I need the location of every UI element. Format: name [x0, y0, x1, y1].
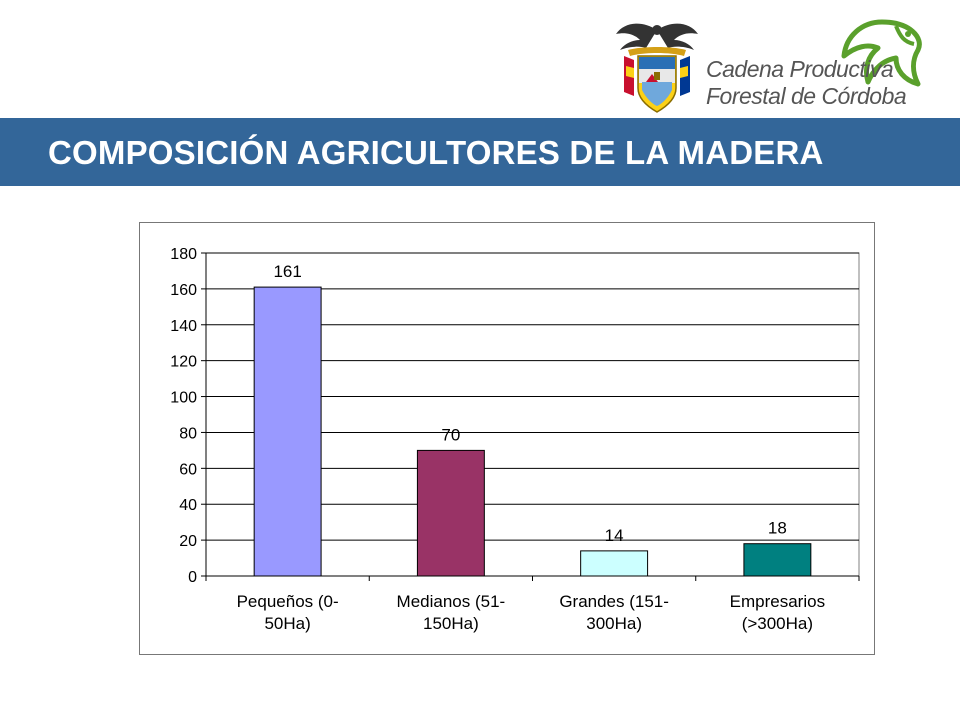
- x-category-label: 150Ha): [423, 614, 479, 633]
- x-category-label: Grandes (151-: [559, 592, 669, 611]
- labels: 0 20 40 60 80 100 120 140 160 180 161 Pequeños (0- 5…: [170, 246, 825, 633]
- data-label: 18: [768, 519, 787, 538]
- brand-line-2: Forestal de Córdoba: [706, 83, 907, 109]
- y-tick-label: 160: [170, 282, 197, 299]
- y-tick-label: 100: [170, 390, 197, 407]
- brand-text: Cadena Productiva Forestal de Córdoba: [706, 56, 936, 110]
- y-tick-label: 0: [188, 569, 197, 586]
- data-label: 14: [605, 526, 624, 545]
- axes: [201, 252, 860, 581]
- bar: [416, 449, 485, 577]
- x-category-label: (>300Ha): [742, 614, 813, 633]
- title-bar: COMPOSICIÓN AGRICULTORES DE LA MADERA: [0, 118, 960, 186]
- x-category-label: 300Ha): [586, 614, 642, 633]
- y-tick-label: 80: [179, 425, 197, 442]
- y-tick-label: 60: [179, 461, 197, 478]
- colombia-coat-of-arms-icon: [616, 23, 698, 113]
- bar-chart: 0 20 40 60 80 100 120 140 160 180 161 Pequeños (0- 5…: [170, 246, 860, 633]
- green-leaf-logo-icon: [841, 19, 922, 87]
- data-label: 161: [273, 262, 301, 281]
- data-label: 70: [441, 425, 460, 444]
- bar: [743, 543, 812, 577]
- x-category-label: Medianos (51-: [397, 592, 506, 611]
- header-logo-area: Cadena Productiva Forestal de Córdoba: [606, 12, 936, 113]
- bar: [580, 550, 649, 577]
- y-tick-label: 120: [170, 354, 197, 371]
- page-title: COMPOSICIÓN AGRICULTORES DE LA MADERA: [48, 134, 824, 171]
- y-tick-label: 140: [170, 318, 197, 335]
- x-category-label: Pequeños (0-: [237, 592, 339, 611]
- chart-frame: 0 20 40 60 80 100 120 140 160 180 161 Pequeños (0- 5…: [139, 222, 875, 655]
- y-tick-label: 40: [179, 497, 197, 514]
- bar: [253, 286, 322, 577]
- x-category-label: 50Ha): [264, 614, 310, 633]
- x-category-label: Empresarios: [730, 592, 825, 611]
- y-tick-label: 180: [170, 246, 197, 263]
- brand-line-1: Cadena Productiva: [706, 56, 894, 82]
- y-tick-label: 20: [179, 533, 197, 550]
